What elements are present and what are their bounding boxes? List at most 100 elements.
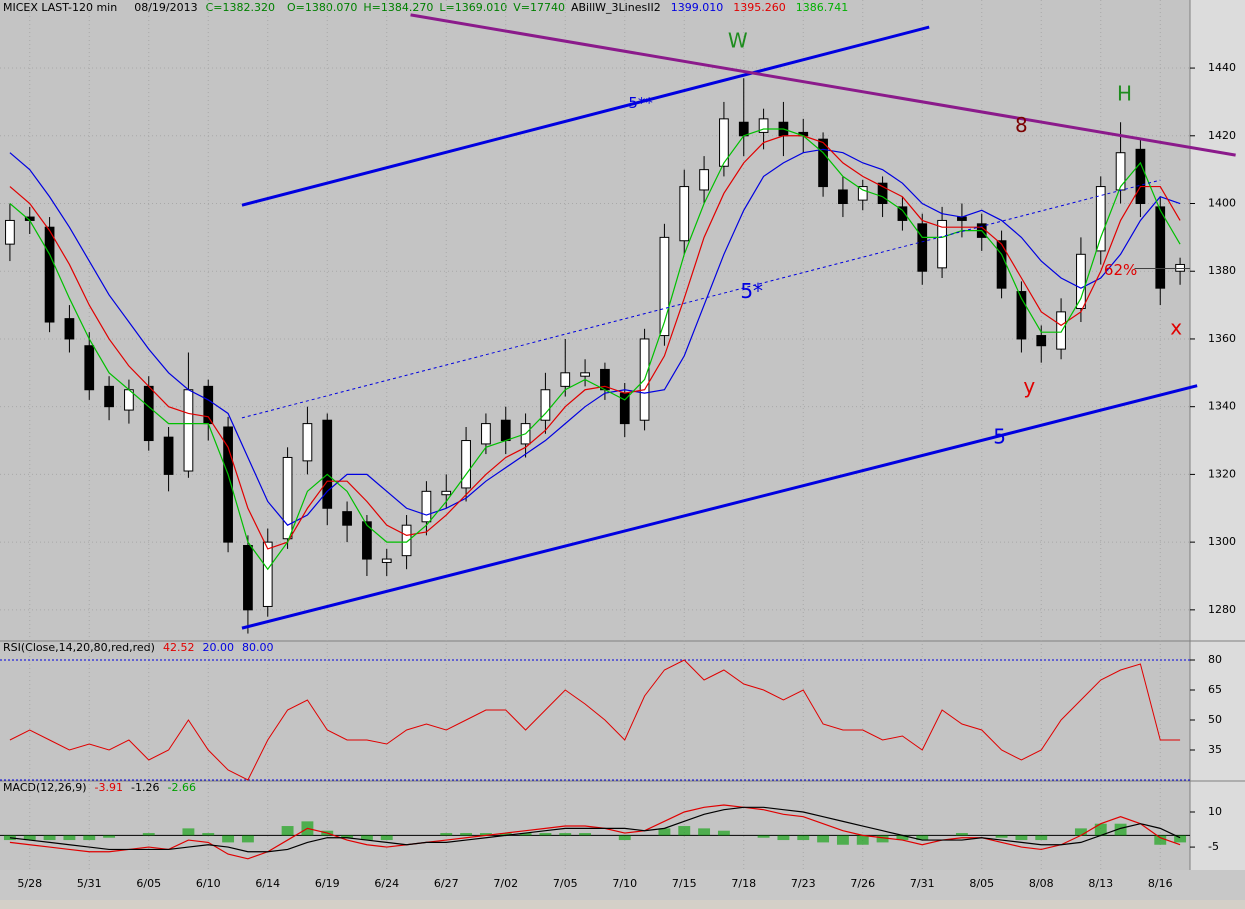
histogram-bar [618, 835, 631, 841]
candle-body [738, 121, 749, 137]
annotation: W [728, 28, 748, 52]
histogram-bar [698, 828, 711, 836]
legend-value: -3.91 [95, 781, 123, 794]
histogram-bar [916, 835, 929, 841]
x-tick-label: 8/05 [969, 877, 994, 890]
moving-average [9, 135, 1181, 550]
y-tick-label: 1360 [1208, 332, 1236, 345]
histogram-bar [83, 835, 96, 841]
annotation: 62% [1104, 261, 1137, 279]
study: ABillW_3LinesII2 [571, 1, 661, 14]
y-tick-label: 1400 [1208, 197, 1236, 210]
x-tick-label: 7/26 [850, 877, 875, 890]
study-value: 1395.260 [733, 1, 786, 14]
histogram-bar [341, 835, 354, 838]
histogram-bar [658, 828, 671, 836]
y-tick-label: 1320 [1208, 467, 1236, 480]
candle-body [84, 345, 95, 391]
histogram-bar [579, 833, 592, 836]
histogram-bar [63, 835, 76, 841]
candle-body [917, 223, 928, 272]
histogram-bar [856, 835, 869, 845]
high: H=1384.270 [363, 1, 433, 14]
x-tick-label: 7/23 [791, 877, 816, 890]
histogram-bar [1015, 835, 1028, 841]
candle-body [937, 219, 947, 269]
histogram-bar [440, 833, 453, 836]
annotation: 5** [628, 94, 653, 112]
histogram-bar [717, 830, 730, 836]
low: L=1369.010 [439, 1, 507, 14]
histogram-bar [23, 835, 36, 841]
plot-background [0, 0, 1190, 870]
candle-body [381, 558, 392, 563]
candle-body [163, 436, 174, 475]
x-tick-label: 6/24 [374, 877, 399, 890]
x-tick-label: 6/10 [196, 877, 221, 890]
candle-body [481, 423, 491, 445]
candle-body [580, 372, 590, 377]
legend-value: 80.00 [242, 641, 274, 654]
histogram-bar [202, 833, 215, 836]
rsi-line [9, 659, 1181, 781]
histogram-bar [3, 835, 16, 841]
candle-body [857, 186, 868, 201]
date: 08/19/2013 [134, 1, 197, 14]
candle-body [560, 372, 571, 387]
histogram-bar [43, 835, 56, 841]
candle-body [1175, 263, 1185, 272]
x-tick-label: 7/02 [493, 877, 518, 890]
candle-body [342, 511, 352, 526]
annotation: y [1023, 374, 1035, 398]
moving-average [9, 148, 1181, 526]
histogram-bar [896, 835, 909, 841]
histogram-bar [241, 835, 254, 843]
trendline [241, 25, 930, 207]
histogram-bar [1114, 823, 1127, 836]
trendline [410, 13, 1236, 157]
histogram-bar [995, 835, 1008, 838]
histogram-bar [142, 833, 155, 836]
axis-background [1190, 0, 1245, 870]
legend-value: -1.26 [131, 781, 159, 794]
x-tick-label: 7/05 [553, 877, 578, 890]
histogram-bar [380, 835, 393, 841]
annotation: x [1170, 315, 1182, 339]
candle-body [659, 236, 670, 337]
candle-body [282, 456, 293, 540]
x-tick-label: 5/28 [17, 877, 42, 890]
date-axis [0, 870, 1245, 900]
histogram-bar [559, 833, 572, 836]
histogram-bar [1035, 835, 1048, 841]
candle-body [302, 423, 313, 462]
candle-body [1036, 335, 1047, 347]
y-tick-label: 35 [1208, 743, 1222, 756]
legend-value: -2.66 [167, 781, 195, 794]
open: O=1380.070 [287, 1, 357, 14]
y-tick-label: 80 [1208, 653, 1222, 666]
candle-body [1016, 291, 1027, 340]
trendline [241, 384, 1198, 630]
x-tick-label: 7/15 [672, 877, 697, 890]
y-tick-label: 50 [1208, 713, 1222, 726]
histogram-bar [1154, 835, 1167, 845]
y-tick-label: 1300 [1208, 535, 1236, 548]
histogram-bar [1074, 828, 1087, 836]
histogram-bar [1174, 835, 1187, 843]
histogram-bar [360, 835, 373, 841]
candle-body [877, 182, 888, 205]
legend-value: 20.00 [202, 641, 234, 654]
x-tick-label: 8/08 [1029, 877, 1054, 890]
study-value: 1399.010 [671, 1, 724, 14]
histogram-bar [460, 833, 473, 836]
candle-body [223, 426, 233, 543]
candle-body [322, 419, 333, 509]
candle-body [1135, 148, 1146, 205]
candle-body [679, 186, 690, 242]
annotation: 5* [740, 279, 763, 303]
y-tick-label: 65 [1208, 683, 1222, 696]
candle-body [1115, 152, 1126, 191]
legend-value: 42.52 [163, 641, 195, 654]
histogram-bar [539, 833, 552, 836]
candle-body [461, 440, 471, 489]
